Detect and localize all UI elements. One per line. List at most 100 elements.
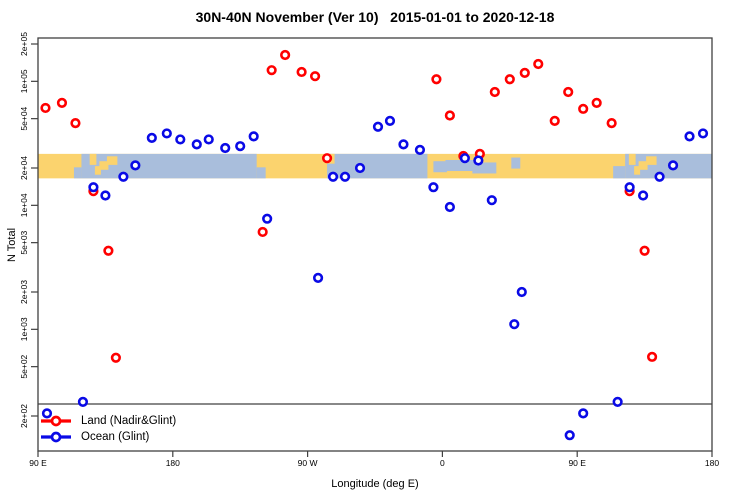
scatter-point-ocean xyxy=(354,162,366,174)
scatter-point-ocean xyxy=(486,195,497,206)
scatter-point-land xyxy=(56,97,68,108)
scatter-point-ocean xyxy=(118,171,129,182)
scatter-point-land xyxy=(444,110,455,121)
scatter-point-ocean xyxy=(41,408,53,419)
legend-label-ocean: Ocean (Glint) xyxy=(81,431,150,443)
map-band-island xyxy=(634,166,641,175)
scatter-point-ocean xyxy=(372,121,384,132)
map-band-sea xyxy=(613,166,626,179)
scatter-point-ocean xyxy=(77,396,89,407)
scatter-point-ocean xyxy=(130,160,141,171)
scatter-point-land xyxy=(103,245,114,256)
scatter-point-land xyxy=(266,65,277,76)
scatter-point-land xyxy=(257,226,268,238)
scatter-point-ocean xyxy=(697,128,709,139)
scatter-point-ocean xyxy=(414,144,426,155)
scatter-point-land xyxy=(110,352,121,363)
scatter-point-land xyxy=(606,118,617,129)
scatter-point-ocean xyxy=(203,134,214,145)
scatter-point-land xyxy=(591,97,602,108)
x-axis-label: Longitude (deg E) xyxy=(331,478,419,490)
scatter-point-ocean xyxy=(428,182,439,193)
map-band-island xyxy=(89,153,97,165)
scatter-point-ocean xyxy=(578,408,589,419)
scatter-point-land xyxy=(309,71,321,82)
scatter-point-ocean xyxy=(220,142,231,154)
ocean-marker-icon xyxy=(41,431,71,443)
scatter-point-land xyxy=(70,118,81,129)
y-axis-label: N Total xyxy=(6,227,18,263)
scatter-point-land xyxy=(563,86,574,98)
x-tick-label: 90 W xyxy=(298,458,318,468)
legend: Land (Nadir&Glint) Ocean (Glint) xyxy=(38,413,176,445)
y-tick-label: 2e+03 xyxy=(19,280,29,304)
scatter-point-ocean xyxy=(638,190,649,201)
scatter-point-ocean xyxy=(146,132,157,143)
x-tick-label: 90 E xyxy=(29,458,47,468)
y-tick-label: 5e+03 xyxy=(19,230,29,254)
y-tick-label: 1e+03 xyxy=(19,317,29,341)
scatter-point-ocean xyxy=(654,171,665,182)
legend-label-land: Land (Nadir&Glint) xyxy=(81,415,177,427)
y-tick-label: 2e+04 xyxy=(19,156,29,180)
scatter-point-ocean xyxy=(327,171,339,182)
map-band-island xyxy=(638,161,648,170)
scatter-point-land xyxy=(578,103,589,114)
scatter-point-ocean xyxy=(191,139,202,150)
y-tick-label: 1e+04 xyxy=(19,193,29,217)
scatter-point-land xyxy=(489,86,500,98)
scatter-point-ocean xyxy=(612,396,623,407)
scatter-point-ocean xyxy=(473,155,484,166)
scatter-point-ocean xyxy=(384,115,396,126)
scatter-point-ocean xyxy=(624,182,635,193)
y-tick-label: 1e+05 xyxy=(19,69,29,93)
x-tick-label: 90 E xyxy=(568,458,586,468)
legend-item-land: Land (Nadir&Glint) xyxy=(38,413,176,429)
scatter-point-ocean xyxy=(398,139,409,150)
plot-frame xyxy=(37,37,713,452)
scatter-point-ocean xyxy=(667,160,679,171)
legend-item-ocean: Ocean (Glint) xyxy=(38,429,176,445)
scatter-point-ocean xyxy=(161,128,172,139)
chart-title: 30N-40N November (Ver 10) 2015-01-01 to … xyxy=(195,9,555,25)
scatter-point-ocean xyxy=(516,286,527,298)
scatter-point-ocean xyxy=(684,131,695,142)
scatter-point-ocean xyxy=(444,201,455,213)
scatter-point-ocean xyxy=(175,134,186,145)
y-tick-label: 2e+05 xyxy=(19,32,29,56)
scatter-point-land xyxy=(321,153,333,164)
map-band-island xyxy=(94,166,101,175)
scatter-point-ocean xyxy=(88,182,99,193)
scatter-point-ocean xyxy=(262,213,273,224)
scatter-point-land xyxy=(504,74,515,85)
map-band-sea xyxy=(73,167,82,179)
scatter-point-ocean xyxy=(100,190,111,201)
x-tick-label: 180 xyxy=(705,458,719,468)
scatter-point-ocean xyxy=(564,430,575,441)
scatter-point-ocean xyxy=(459,153,470,164)
map-band-sea xyxy=(256,167,266,179)
scatter-point-land xyxy=(549,115,560,126)
x-tick-label: 0 xyxy=(440,458,445,468)
scatter-point-land xyxy=(296,66,307,78)
y-tick-label: 2e+02 xyxy=(19,404,29,428)
land-marker-icon xyxy=(41,415,71,427)
scatter-point-land xyxy=(519,67,530,78)
scatter-point-land xyxy=(280,49,291,61)
y-tick-label: 5e+04 xyxy=(19,106,29,130)
map-band-sea xyxy=(511,157,521,169)
scatter-point-ocean xyxy=(312,272,324,283)
scatter-point-ocean xyxy=(235,141,246,152)
scatter-point-ocean xyxy=(509,319,520,330)
scatter-point-land xyxy=(646,351,658,362)
scatter-point-land xyxy=(40,102,51,114)
scatter-point-ocean xyxy=(339,171,351,182)
scatter-point-land xyxy=(533,58,544,70)
map-band-island xyxy=(628,153,636,165)
map-band-island xyxy=(646,156,657,165)
map-band-island xyxy=(106,156,118,165)
map-band-sea xyxy=(472,162,497,174)
x-tick-label: 180 xyxy=(166,458,180,468)
